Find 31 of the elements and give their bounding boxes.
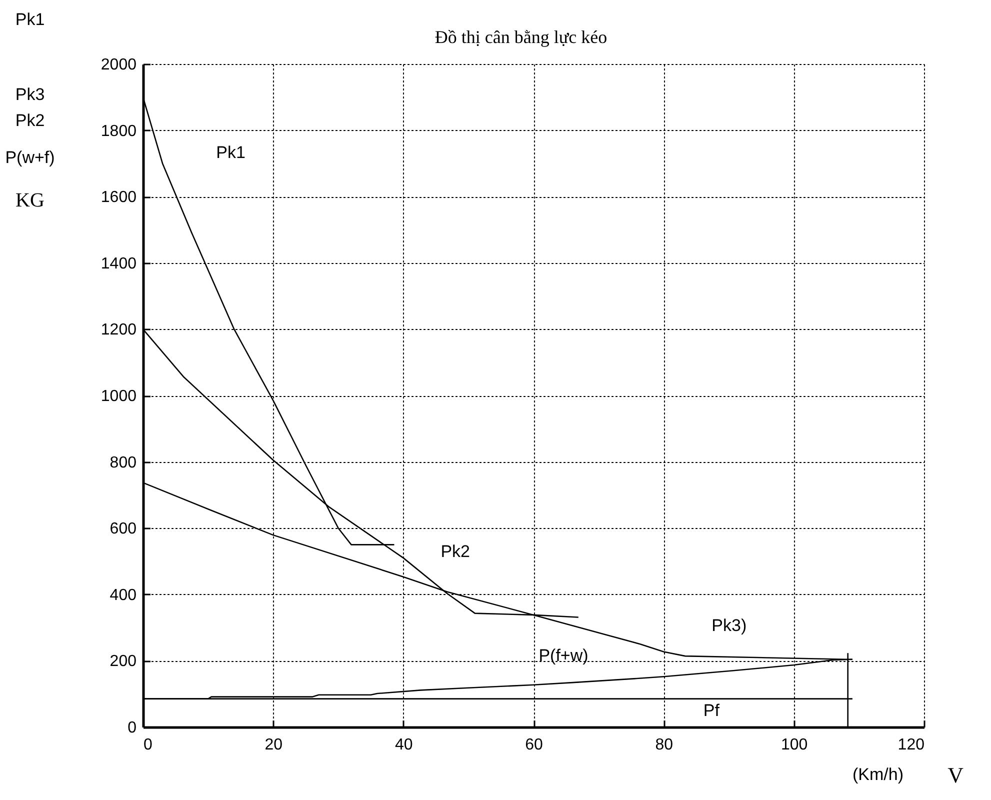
text: Pk2: [15, 111, 45, 130]
y-tick-label: 800: [110, 454, 137, 472]
y-tick-label: 2000: [100, 56, 137, 74]
x-tick-label: 0: [144, 736, 152, 754]
text: Pk3: [15, 85, 45, 104]
chart-title: Đồ thị cân bằng lực kéo: [434, 27, 608, 47]
text: Pk1: [15, 10, 45, 29]
y-axis-title: KG: [16, 190, 44, 212]
text: P(w+f): [5, 148, 55, 167]
x-axis-title: V: [948, 762, 964, 788]
x-tick-label: 80: [655, 736, 674, 754]
text: Pk1: [216, 143, 246, 162]
x-tick-label: 60: [525, 736, 543, 754]
series-label: P(f+w): [538, 646, 588, 665]
series-label: Pf: [703, 700, 720, 720]
y-tick-label: 1000: [100, 388, 137, 405]
series-label: Pk3): [712, 616, 747, 636]
x-tick-label: 100: [780, 736, 808, 754]
y-tick-label: 1600: [100, 189, 137, 206]
y-tick-label: 200: [110, 653, 137, 670]
y-tick-label: 1400: [100, 255, 137, 272]
x-tick-label: 40: [394, 736, 413, 754]
x-tick-label: 120: [898, 736, 925, 754]
text: (Km/h): [852, 765, 904, 784]
y-tick-label: 600: [110, 520, 137, 538]
series-label: Pk2: [440, 542, 470, 561]
y-tick-label: 400: [110, 586, 137, 604]
y-tick-label: 1200: [100, 322, 137, 339]
y-tick-label: 1800: [100, 122, 137, 140]
x-tick-label: 20: [264, 736, 283, 754]
y-tick-label: 0: [128, 720, 137, 736]
